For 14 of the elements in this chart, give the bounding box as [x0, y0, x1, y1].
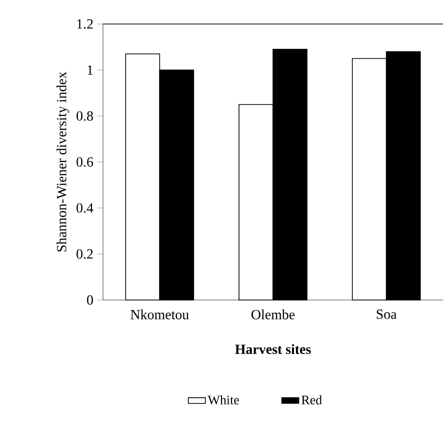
y-tick-label: 0.6 [76, 157, 94, 167]
x-tick-label: Olembe [252, 310, 295, 320]
y-tick-label: 0.8 [76, 111, 93, 121]
y-axis-title: Shannon-Wiener diversity index [56, 72, 70, 252]
y-tick-label: 1.2 [77, 19, 93, 29]
y-tick-label: 0.4 [76, 203, 94, 213]
y-tick-label: 0 [87, 295, 93, 305]
legend-label: Red [302, 395, 322, 404]
legend-label: White [208, 395, 239, 404]
x-tick-label: Nkometou [130, 310, 189, 320]
x-axis-title: Harvest sites [235, 344, 311, 354]
y-tick-label: 0.2 [76, 249, 93, 259]
y-tick-label: 1 [88, 65, 93, 75]
x-tick-label: Soa [376, 310, 397, 319]
